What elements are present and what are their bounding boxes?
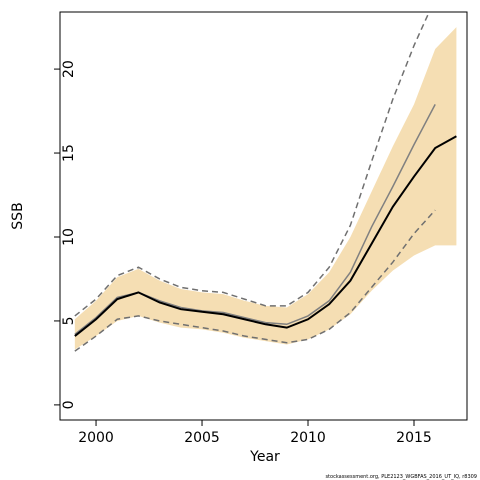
y-tick-label: 15 — [61, 144, 77, 162]
x-tick-label: 2005 — [184, 430, 220, 446]
y-tick-label: 0 — [61, 400, 77, 409]
y-tick-label: 5 — [61, 316, 77, 325]
plot-frame — [59, 11, 468, 421]
series-line — [74, 12, 430, 317]
footer: stockassessment.org, PLE2123_WGBFAS_2016… — [325, 474, 477, 480]
plot-area — [74, 12, 457, 352]
y-tick-label: 20 — [61, 60, 77, 78]
series-line — [74, 209, 436, 352]
series-line — [74, 135, 457, 337]
x-tick-label: 2015 — [396, 430, 432, 446]
x-tick-label: 2010 — [290, 430, 326, 446]
x-tick-label: 2000 — [78, 430, 114, 446]
y-tick-label: 10 — [61, 228, 77, 246]
y-axis-label: SSB — [10, 202, 26, 229]
x-axis-label: Year — [249, 449, 280, 465]
confidence-band — [74, 27, 457, 350]
